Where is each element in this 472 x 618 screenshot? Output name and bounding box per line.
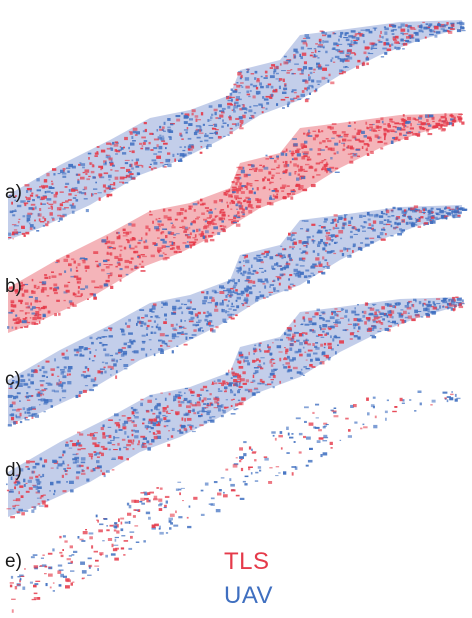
panel-label-d: d): [5, 460, 22, 481]
strip-d: [6, 296, 465, 519]
panel-label-b: b): [5, 276, 22, 297]
strip-a: [8, 20, 466, 240]
strip-e: [9, 390, 461, 613]
panel-label-c: c): [5, 369, 21, 390]
panel-label-a: a): [5, 182, 22, 203]
strip-c: [7, 205, 468, 427]
legend-uav: UAV: [224, 582, 274, 609]
panel-label-e: e): [5, 551, 22, 572]
legend-tls: TLS: [224, 548, 270, 575]
strip-b: [7, 113, 465, 333]
